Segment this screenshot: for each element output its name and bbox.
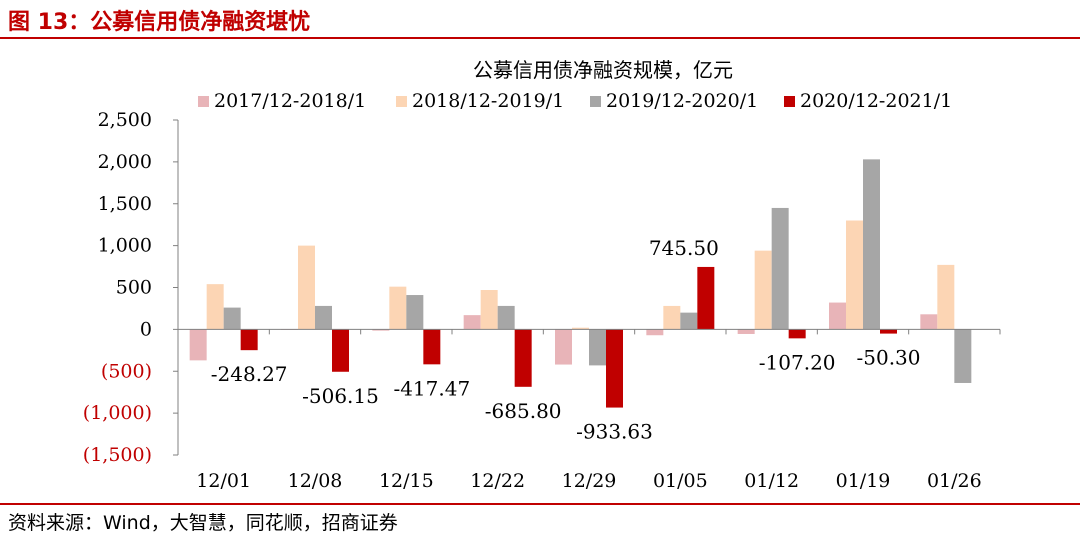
bar-s4-c6 <box>697 266 715 330</box>
header-rule <box>0 37 1080 39</box>
legend-label-1: 2017/12-2018/1 <box>214 90 366 112</box>
bar-s4-c4 <box>514 329 532 387</box>
bar-s4-c1 <box>240 329 258 351</box>
bar-s3-c8 <box>863 159 880 330</box>
y-tick-label-7: (500) <box>101 360 152 382</box>
bar-s2-c7 <box>754 250 772 330</box>
bar-s4-c3 <box>423 329 441 365</box>
x-tick-label-6: 01/05 <box>653 470 708 492</box>
data-labels: -248.27 -506.15 -417.47 -685.80 -933.63 745.5… <box>211 236 921 444</box>
bar-s1-c4 <box>463 315 481 330</box>
bar-s3-c9 <box>954 329 972 383</box>
bar-s3-c1 <box>223 307 241 330</box>
y-tick-label-9: (1,500) <box>83 444 152 466</box>
bar-s4-c2 <box>332 329 349 372</box>
bar-s3-c5 <box>589 329 606 366</box>
x-tick-label-2: 12/08 <box>288 470 343 492</box>
x-tick-label-7: 01/12 <box>744 470 799 492</box>
bar-series <box>189 159 972 408</box>
bar-s2-c8 <box>846 220 863 330</box>
data-label-6: 745.50 <box>649 236 719 260</box>
bar-s2-c9 <box>937 264 955 330</box>
bar-chart: 公募信用债净融资规模，亿元 2017/12-2018/1 2018/12-2019… <box>83 58 1001 492</box>
legend-label-4: 2020/12-2021/1 <box>800 90 952 112</box>
x-tick-label-5: 12/29 <box>562 470 617 492</box>
bar-s1-c5 <box>555 329 572 365</box>
data-label-5: -933.63 <box>576 420 653 444</box>
bar-s1-c6 <box>646 329 664 336</box>
bar-s2-c4 <box>480 290 498 330</box>
bar-s2-c5 <box>572 327 589 330</box>
data-label-1: -248.27 <box>211 362 288 386</box>
bar-s2-c3 <box>389 286 407 330</box>
bar-s3-c7 <box>771 207 789 330</box>
bar-s2-c6 <box>663 305 681 330</box>
legend-label-2: 2018/12-2019/1 <box>412 90 564 112</box>
data-label-2: -506.15 <box>302 384 379 408</box>
bar-s1-c8 <box>829 302 846 330</box>
chart-title: 公募信用债净融资规模，亿元 <box>473 58 733 82</box>
bar-s1-c9 <box>920 314 938 330</box>
bar-s4-c5 <box>606 329 623 408</box>
bar-s1-c3 <box>372 329 390 331</box>
data-label-4: -685.80 <box>485 399 562 423</box>
legend-swatch-2 <box>396 96 407 107</box>
bar-s4-c8 <box>880 329 897 334</box>
bar-s3-c6 <box>680 312 698 330</box>
bar-s3-c4 <box>497 305 515 330</box>
figure-title: 图 13：公募信用债净融资堪忧 <box>8 10 311 35</box>
bar-s3-c2 <box>315 305 332 330</box>
bar-s4-c7 <box>788 329 806 339</box>
bar-s2-c1 <box>206 284 224 330</box>
bar-s2-c2 <box>298 245 315 330</box>
bar-s3-c3 <box>406 295 424 330</box>
data-label-7: -107.20 <box>759 350 836 374</box>
y-tick-label-1: 2,500 <box>98 109 152 131</box>
y-tick-label-4: 1,000 <box>98 235 152 257</box>
bar-s1-c1 <box>189 329 207 361</box>
legend-swatch-1 <box>198 96 209 107</box>
figure-header: 图 13：公募信用债净融资堪忧 <box>0 0 1080 40</box>
legend-swatch-4 <box>784 96 795 107</box>
footer-rule <box>0 503 1080 505</box>
x-axis: 12/01 12/08 12/15 12/22 12/29 01/05 01/12 01/19… <box>177 328 1001 492</box>
x-tick-label-9: 01/26 <box>927 470 982 492</box>
legend-swatch-3 <box>590 96 601 107</box>
data-label-3: -417.47 <box>393 376 470 400</box>
y-axis: 2,500 2,000 1,500 1,000 500 0 (500) (1,000) (1,5… <box>83 109 179 466</box>
legend-label-3: 2019/12-2020/1 <box>606 90 758 112</box>
x-tick-label-3: 12/15 <box>379 470 434 492</box>
y-tick-label-2: 2,000 <box>98 151 152 173</box>
y-tick-label-8: (1,000) <box>83 402 152 424</box>
x-tick-label-4: 12/22 <box>470 470 525 492</box>
chart-legend: 2017/12-2018/1 2018/12-2019/1 2019/12-2020… <box>198 90 952 112</box>
bar-s1-c7 <box>737 329 755 334</box>
y-tick-label-6: 0 <box>140 318 152 340</box>
x-tick-label-1: 12/01 <box>196 470 251 492</box>
data-label-8: -50.30 <box>856 346 920 370</box>
y-tick-label-3: 1,500 <box>98 193 152 215</box>
y-tick-label-5: 500 <box>116 277 152 299</box>
source-note: 资料来源：Wind，大智慧，同花顺，招商证券 <box>8 512 398 534</box>
x-tick-label-8: 01/19 <box>836 470 891 492</box>
